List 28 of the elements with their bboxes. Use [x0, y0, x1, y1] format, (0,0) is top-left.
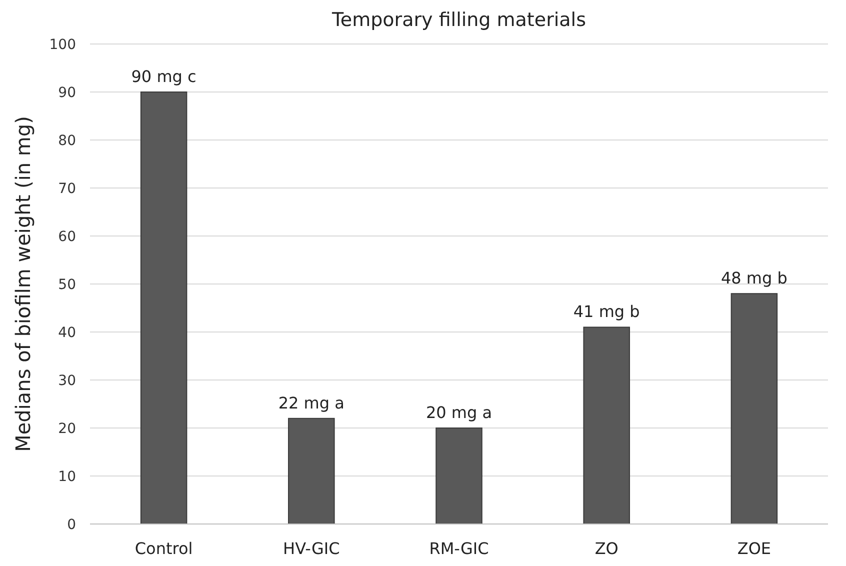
data-label: 41 mg b [573, 302, 640, 322]
data-label: 20 mg a [426, 403, 492, 422]
x-tick-label: HV-GIC [283, 539, 340, 558]
y-tick-label: 60 [58, 228, 76, 245]
y-tick-label: 90 [58, 84, 76, 101]
bar [140, 92, 188, 524]
y-tick-label: 80 [58, 132, 76, 149]
y-tick-label: 70 [58, 180, 76, 197]
y-tick-label: 0 [67, 516, 76, 533]
x-tick-label: Control [134, 539, 193, 558]
x-tick-label: ZOE [737, 539, 772, 558]
bar [730, 293, 778, 524]
y-axis-title: Medians of biofilm weight (in mg) [11, 116, 35, 452]
x-tick-label: ZO [594, 539, 618, 558]
y-tick-label: 30 [58, 372, 76, 389]
bar [288, 418, 335, 524]
chart-title: Temporary filling materials [331, 9, 586, 31]
y-tick-label: 40 [58, 324, 76, 341]
bar [436, 428, 482, 524]
data-label: 48 mg b [720, 268, 788, 288]
y-tick-label: 10 [58, 468, 76, 485]
data-label: 90 mg c [131, 67, 196, 86]
x-tick-label: RM-GIC [429, 539, 489, 558]
y-tick-label: 20 [58, 420, 76, 437]
data-label: 22 mg a [278, 393, 344, 412]
y-tick-label: 50 [58, 276, 76, 293]
bar [583, 326, 630, 524]
y-tick-label: 100 [49, 36, 76, 53]
